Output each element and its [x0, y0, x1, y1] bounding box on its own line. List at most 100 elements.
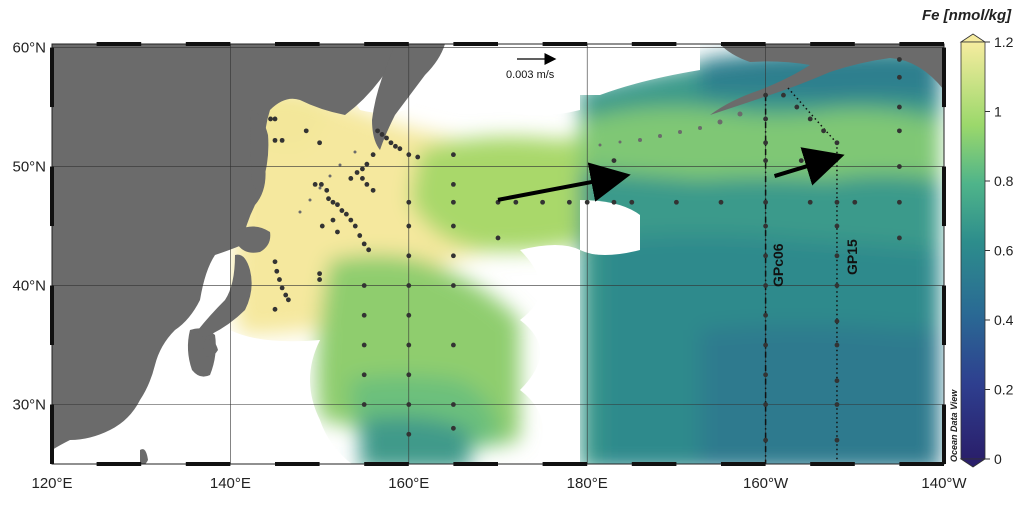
longitude-labels: 120°E 140°E 160°E 180°E 160°W 140°W	[31, 475, 967, 492]
station-marker	[406, 342, 412, 348]
frame-tick-bottom	[721, 462, 766, 466]
station-marker	[343, 211, 349, 217]
station-marker	[794, 104, 800, 110]
section-label-gp15: GP15	[844, 239, 860, 275]
station-marker	[318, 181, 324, 187]
station-marker	[272, 137, 278, 143]
colorbar-tick-label-4: 0.8	[994, 173, 1014, 189]
station-marker	[348, 217, 354, 223]
land	[52, 44, 944, 464]
station-marker	[339, 208, 345, 213]
station-marker	[513, 199, 519, 205]
station-marker	[406, 402, 412, 407]
station-marker	[451, 152, 456, 158]
station-marker	[897, 164, 902, 169]
station-marker	[268, 116, 273, 122]
frame-tick-bottom	[631, 462, 677, 466]
station-marker	[834, 342, 840, 348]
station-marker	[361, 402, 367, 407]
colorbar-tick-label-6: 1.2	[994, 34, 1014, 50]
lon-label-0: 120°E	[31, 475, 72, 492]
stations	[268, 57, 902, 443]
lat-label-0: 30°N	[12, 397, 46, 414]
frame-tick-right	[942, 285, 946, 346]
frame-tick-left	[50, 47, 54, 108]
station-marker	[763, 92, 768, 98]
frame-ticks	[50, 42, 946, 466]
station-marker	[897, 235, 902, 241]
frame-tick-bottom	[185, 462, 231, 466]
station-marker	[897, 199, 902, 205]
frame-tick-top	[364, 42, 409, 46]
station-marker	[834, 402, 840, 407]
lon-label-1: 140°E	[210, 475, 251, 492]
station-marker	[317, 271, 322, 277]
station-marker	[317, 277, 322, 282]
station-marker	[763, 140, 768, 146]
colorbar-tick-label-5: 1	[994, 104, 1002, 120]
station-marker	[763, 437, 768, 443]
frame-tick-bottom	[364, 462, 409, 466]
station-marker	[388, 140, 394, 146]
station-marker	[821, 128, 826, 134]
lat-label-1: 40°N	[12, 278, 46, 295]
station-marker	[364, 161, 370, 167]
ocean-data-view-watermark: Ocean Data View	[949, 389, 959, 462]
station-marker	[319, 223, 325, 229]
station-marker	[352, 223, 358, 229]
station-marker	[406, 283, 412, 288]
station-marker	[354, 170, 360, 175]
frame-tick-top	[721, 42, 766, 46]
station-marker	[375, 128, 380, 134]
station-marker	[361, 342, 367, 348]
latitude-labels: 30°N 40°N 50°N 60°N	[12, 40, 46, 414]
scale-arrow-label: 0.003 m/s	[506, 69, 555, 81]
frame-tick-top	[275, 42, 320, 46]
station-marker	[285, 297, 291, 303]
station-marker	[834, 283, 840, 288]
station-marker	[781, 92, 786, 98]
colorbar-tick-label-3: 0.6	[994, 243, 1014, 259]
islands	[298, 111, 743, 214]
station-marker	[272, 116, 278, 122]
station-marker	[370, 187, 376, 193]
station-marker	[361, 241, 367, 247]
station-marker	[897, 128, 902, 134]
station-marker	[763, 116, 768, 122]
scale-arrow: 0.003 m/s	[506, 53, 557, 81]
station-marker	[357, 233, 363, 238]
station-marker	[272, 306, 278, 312]
station-marker	[451, 283, 456, 288]
station-marker	[798, 158, 804, 164]
fe-field	[230, 47, 940, 464]
station-marker	[763, 402, 768, 407]
station-marker	[763, 312, 768, 318]
station-marker	[629, 199, 635, 205]
frame-tick-bottom	[96, 462, 142, 466]
station-marker	[718, 199, 724, 205]
frame-tick-top	[899, 42, 944, 46]
station-marker	[834, 253, 840, 259]
frame-tick-bottom	[453, 462, 498, 466]
colorbar-tick-label-0: 0	[994, 451, 1002, 467]
colorbar-tick-label-1: 0.2	[994, 382, 1014, 398]
frame-tick-top	[96, 42, 142, 46]
station-marker	[897, 104, 902, 110]
station-marker	[763, 158, 768, 164]
station-marker	[335, 229, 340, 235]
station-marker	[406, 152, 412, 158]
station-marker	[272, 259, 278, 265]
lat-label-2: 50°N	[12, 159, 46, 176]
colorbar: Fe [nmol/kg] 0 0.2 0.4 0.6 0.8 1 1.2	[922, 7, 1014, 468]
station-marker	[897, 57, 902, 62]
station-marker	[274, 268, 280, 274]
station-marker	[335, 202, 340, 208]
station-marker	[540, 199, 545, 205]
station-marker	[834, 378, 840, 384]
station-marker	[348, 176, 354, 181]
station-marker	[406, 253, 412, 259]
station-marker	[326, 196, 331, 202]
frame-tick-left	[50, 404, 54, 464]
map-content	[52, 44, 944, 464]
colorbar-ticks: 0 0.2 0.4 0.6 0.8 1 1.2	[985, 34, 1014, 467]
